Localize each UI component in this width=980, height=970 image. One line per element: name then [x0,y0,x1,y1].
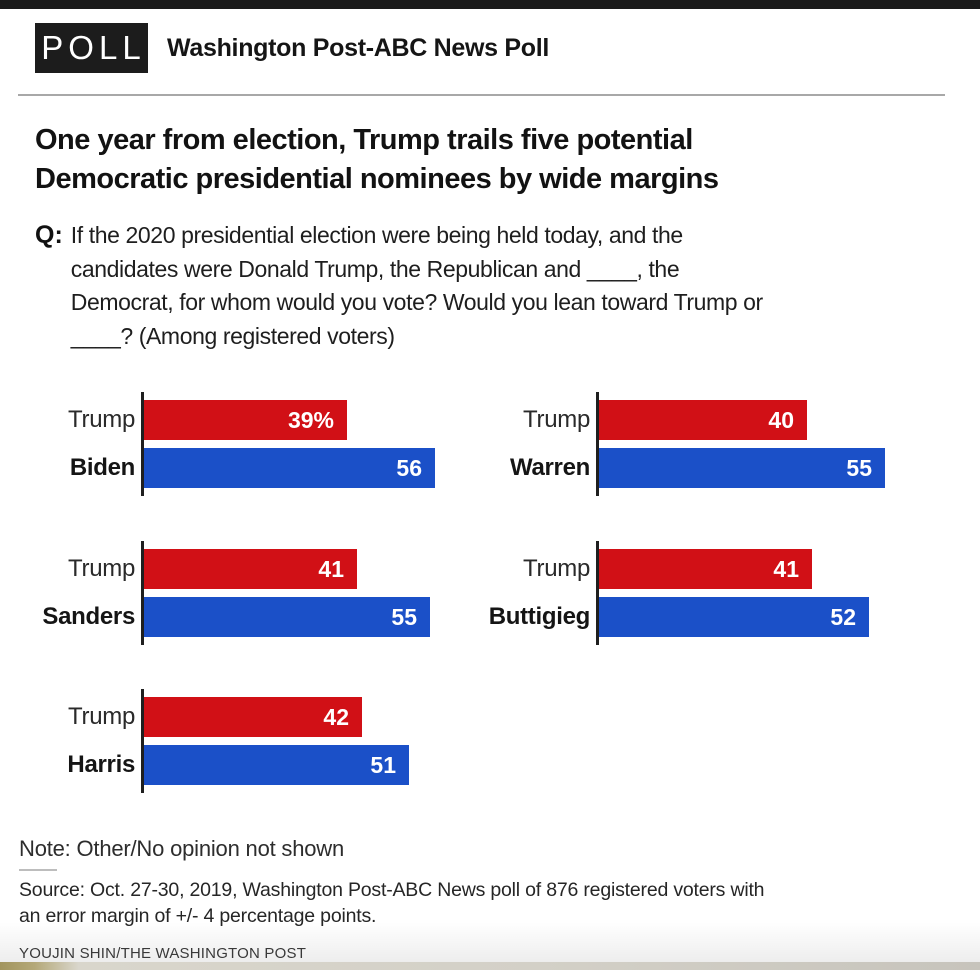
bar-value: 55 [391,603,417,630]
axis-line [596,541,599,645]
bar-label-trump: Trump [523,555,590,582]
bar-trump-vs-buttigieg: 41 [599,549,812,589]
poll-series-title: Washington Post-ABC News Poll [167,34,550,62]
bar-value: 39% [287,406,334,433]
headline: One year from election, Trump trails fiv… [35,124,719,195]
note-divider [19,869,57,871]
bar-label-harris: Harris [67,751,135,778]
poll-badge-label: POLL [41,29,146,66]
bar-label-trump: Trump [68,555,135,582]
bar-value: 55 [846,454,872,481]
bar-label-sanders: Sanders [42,603,135,630]
bar-value: 41 [773,555,799,582]
matchup-group-biden: Trump 39% Biden 56 [19,392,449,496]
bar-value: 52 [830,603,856,630]
bar-label-biden: Biden [69,454,135,481]
source-text: Source: Oct. 27-30, 2019, Washington Pos… [19,879,765,927]
bottom-edge-strip [0,962,980,970]
axis-line [596,392,599,496]
question-text: If the 2020 presidential election were b… [70,222,763,349]
bar-harris-vs-harris: 51 [144,745,409,785]
bar-label-trump: Trump [68,406,135,433]
bar-value: 40 [768,406,794,433]
bar-warren-vs-warren: 55 [599,448,885,488]
question-prefix: Q: [35,221,63,249]
bar-value: 56 [396,454,422,481]
bar-trump-vs-harris: 42 [144,697,362,737]
bar-trump-vs-warren: 40 [599,400,807,440]
bar-sanders-vs-sanders: 55 [144,597,430,637]
credit-text: YOUJIN SHIN/THE WASHINGTON POST [19,945,306,962]
bar-label-buttigieg: Buttigieg [488,603,591,630]
bottom-fade [0,922,980,962]
axis-line [141,392,144,496]
bar-label-trump: Trump [523,406,590,433]
bar-label-trump: Trump [68,703,135,730]
bar-biden-vs-biden: 56 [144,448,435,488]
axis-line [141,541,144,645]
matchup-group-sanders: Trump 41 Sanders 55 [19,541,449,645]
bar-trump-vs-sanders: 41 [144,549,357,589]
matchup-group-buttigieg: Trump 41 Buttigieg 52 [474,541,904,645]
matchup-group-harris: Trump 42 Harris 51 [19,689,449,793]
bar-buttigieg-vs-buttigieg: 52 [599,597,869,637]
header-divider [18,94,945,96]
note-text: Note: Other/No opinion not shown [19,836,345,861]
bar-trump-vs-biden: 39% [144,400,347,440]
bar-value: 41 [318,555,344,582]
matchup-group-warren: Trump 40 Warren 55 [474,392,904,496]
bar-label-warren: Warren [510,454,590,481]
bar-value: 51 [370,751,396,778]
axis-line [141,689,144,793]
bar-value: 42 [323,703,349,730]
top-black-bar [0,0,980,9]
poll-badge: POLL [35,23,148,73]
question-block: Q: If the 2020 presidential election wer… [35,219,915,353]
